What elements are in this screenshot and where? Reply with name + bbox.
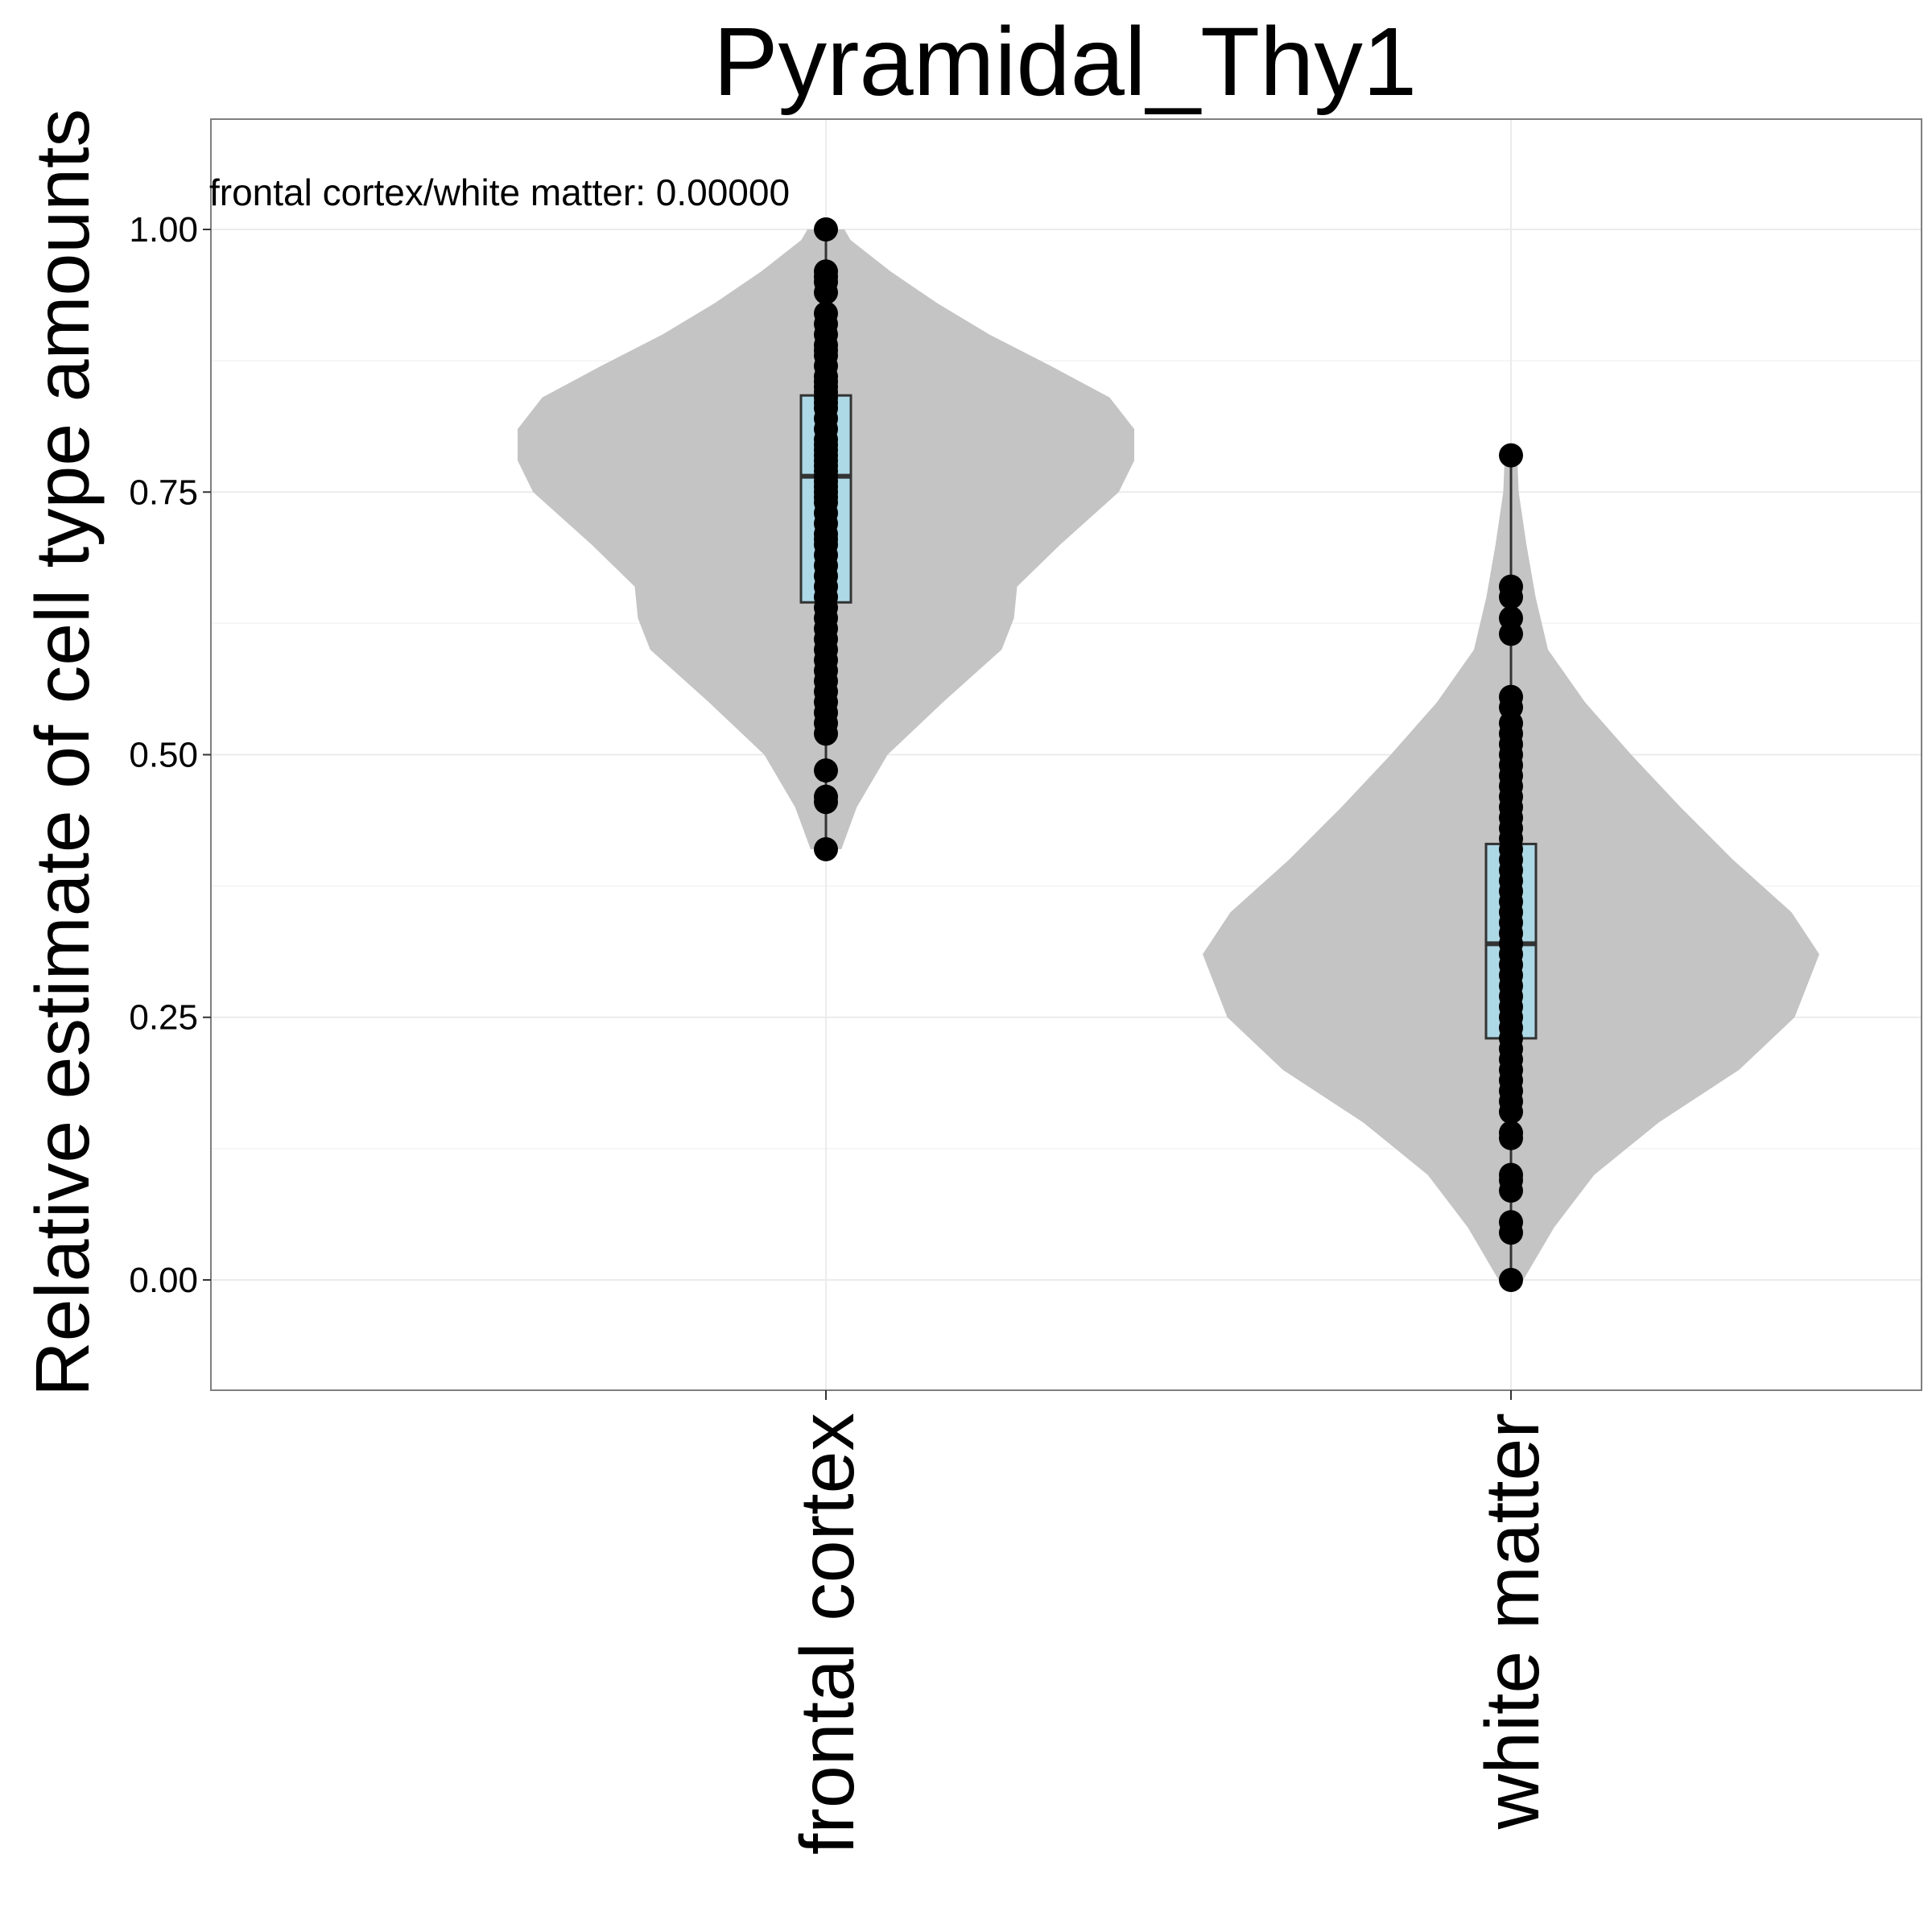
point-layer: [814, 217, 1523, 1292]
axis-layer: 0.00 0.25 0.50 0.75 1.00 frontal cortex white …: [129, 210, 1555, 1855]
y-tick-label: 0.25: [129, 998, 198, 1038]
y-tick-label: 1.00: [129, 210, 198, 250]
data-point: [1499, 621, 1523, 646]
y-tick-label: 0.50: [129, 736, 198, 775]
data-point: [814, 836, 838, 861]
y-axis-title: Relative estimate of cell type amounts: [20, 109, 105, 1397]
data-point: [814, 280, 838, 305]
data-point: [1499, 584, 1523, 609]
y-tick-label: 0.00: [129, 1261, 198, 1300]
data-point: [1499, 1267, 1523, 1292]
data-point: [1499, 1100, 1523, 1125]
data-point: [1499, 1220, 1523, 1245]
data-point: [1499, 1125, 1523, 1150]
data-point: [1499, 1179, 1523, 1203]
x-tick-label: white matter: [1470, 1413, 1555, 1830]
data-point: [1499, 443, 1523, 468]
y-tick-label: 0.75: [129, 473, 198, 512]
chart-title: Pyramidal_Thy1: [713, 6, 1417, 116]
x-tick-label: frontal cortex: [785, 1413, 870, 1855]
data-point: [814, 217, 838, 242]
comparison-annotation: frontal cortex/white matter: 0.00000: [209, 171, 790, 213]
data-point: [814, 790, 838, 815]
data-point: [814, 721, 838, 746]
data-point: [814, 758, 838, 783]
